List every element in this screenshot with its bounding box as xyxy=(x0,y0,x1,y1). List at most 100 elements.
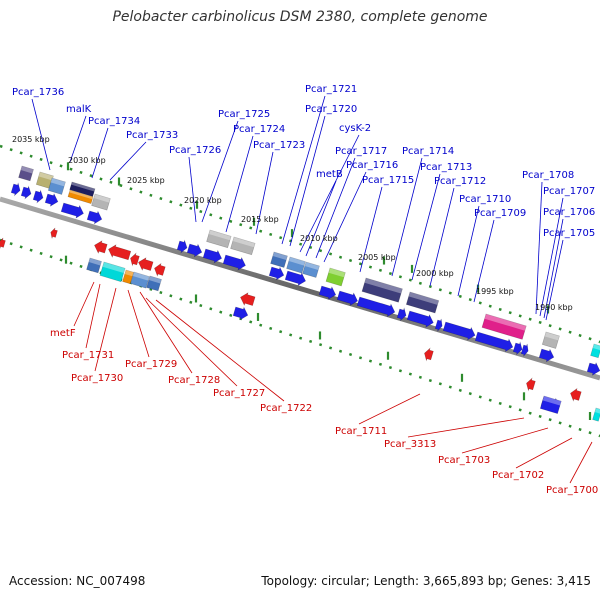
feature-box[interactable] xyxy=(122,269,135,285)
forward-gene-label[interactable]: Pcar_1709 xyxy=(474,208,526,219)
reverse-gene-label[interactable]: Pcar_3313 xyxy=(384,439,436,450)
reverse-gene-label[interactable]: Pcar_1711 xyxy=(335,426,387,437)
forward-gene-arrow[interactable] xyxy=(520,343,530,357)
reverse-gene-label[interactable]: Pcar_1702 xyxy=(492,470,544,481)
reverse-gene-arrow[interactable] xyxy=(525,377,536,392)
forward-gene-label[interactable]: Pcar_1715 xyxy=(362,175,414,186)
feature-box[interactable] xyxy=(230,236,256,256)
forward-gene-arrow[interactable] xyxy=(474,330,515,353)
feature-box[interactable] xyxy=(541,331,560,349)
forward-gene-arrow[interactable] xyxy=(538,347,556,363)
forward-gene-arrow[interactable] xyxy=(434,318,444,332)
reverse-gene-label[interactable]: metF xyxy=(50,328,76,339)
forward-gene-label[interactable]: malK xyxy=(66,104,92,115)
reverse-gene-arrow[interactable] xyxy=(423,347,434,362)
feature-box[interactable] xyxy=(592,407,600,422)
reverse-gene-label[interactable]: Pcar_1731 xyxy=(62,350,114,361)
forward-gene-label[interactable]: Pcar_1734 xyxy=(88,116,140,127)
scale-tick-label: 2005 kbp xyxy=(358,253,396,262)
feature-box[interactable] xyxy=(361,277,403,303)
forward-gene-arrow[interactable] xyxy=(318,284,338,301)
forward-gene-label[interactable]: Pcar_1724 xyxy=(233,124,285,135)
forward-gene-label[interactable]: cysK-2 xyxy=(339,123,371,134)
feature-box[interactable] xyxy=(146,275,162,292)
feature-box[interactable] xyxy=(539,395,562,414)
feature-box[interactable] xyxy=(302,261,320,278)
reverse-gene-label[interactable]: Pcar_1729 xyxy=(125,359,177,370)
leader-line xyxy=(139,291,193,374)
forward-gene-label[interactable]: Pcar_1720 xyxy=(305,104,357,115)
forward-gene-arrow[interactable] xyxy=(186,242,204,258)
forward-gene-label[interactable]: Pcar_1733 xyxy=(126,130,178,141)
forward-gene-label[interactable]: Pcar_1712 xyxy=(434,176,486,187)
forward-gene-arrow[interactable] xyxy=(336,289,360,307)
forward-gene-label[interactable]: Pcar_1713 xyxy=(420,162,472,173)
forward-gene-arrow[interactable] xyxy=(232,305,250,321)
reverse-gene-arrow[interactable] xyxy=(239,291,256,307)
forward-gene-arrow[interactable] xyxy=(512,341,524,356)
forward-gene-arrow[interactable] xyxy=(396,307,408,322)
forward-gene-label[interactable]: Pcar_1723 xyxy=(253,140,305,151)
reverse-gene-arrow[interactable] xyxy=(137,256,154,272)
forward-gene-label[interactable]: Pcar_1714 xyxy=(402,146,454,157)
forward-gene-label[interactable]: Pcar_1717 xyxy=(335,146,387,157)
feature-box[interactable] xyxy=(325,267,346,287)
reverse-gene-label[interactable]: Pcar_1730 xyxy=(71,373,123,384)
forward-gene-arrow[interactable] xyxy=(202,247,224,265)
feature-box[interactable] xyxy=(130,271,150,289)
feature-box[interactable] xyxy=(286,256,306,274)
forward-gene-arrow[interactable] xyxy=(442,320,477,342)
feature-box[interactable] xyxy=(69,181,96,197)
forward-gene-label[interactable]: Pcar_1706 xyxy=(543,207,595,218)
forward-gene-label[interactable]: Pcar_1721 xyxy=(305,84,357,95)
feature-box[interactable] xyxy=(86,257,102,274)
forward-gene-arrow[interactable] xyxy=(10,182,22,197)
forward-gene-arrow[interactable] xyxy=(44,192,60,208)
forward-gene-arrow[interactable] xyxy=(60,201,86,220)
leader-line xyxy=(155,299,285,402)
forward-gene-label[interactable]: Pcar_1710 xyxy=(459,194,511,205)
feature-box[interactable] xyxy=(590,343,600,359)
forward-gene-label[interactable]: Pcar_1726 xyxy=(169,145,221,156)
feature-box[interactable] xyxy=(99,261,126,283)
forward-gene-label[interactable]: Pcar_1708 xyxy=(522,170,574,181)
reverse-gene-arrow[interactable] xyxy=(107,243,132,262)
forward-gene-label[interactable]: Pcar_1736 xyxy=(12,87,64,98)
forward-gene-arrow[interactable] xyxy=(268,265,286,281)
reverse-gene-arrow[interactable] xyxy=(153,262,166,277)
reverse-gene-label[interactable]: Pcar_1722 xyxy=(260,403,312,414)
forward-gene-arrow[interactable] xyxy=(222,253,248,272)
reverse-gene-label[interactable]: Pcar_1727 xyxy=(213,388,265,399)
reverse-gene-label[interactable]: Pcar_1728 xyxy=(168,375,220,386)
forward-gene-arrow[interactable] xyxy=(284,269,308,287)
reverse-gene-arrow[interactable] xyxy=(49,227,58,239)
forward-gene-arrow[interactable] xyxy=(406,309,436,329)
scale-tick-label: 2000 kbp xyxy=(416,269,454,278)
reverse-gene-label[interactable]: Pcar_1703 xyxy=(438,455,490,466)
feature-box[interactable] xyxy=(405,291,440,314)
feature-box[interactable] xyxy=(91,193,111,211)
forward-gene-arrow[interactable] xyxy=(86,209,104,225)
feature-box[interactable] xyxy=(67,189,94,204)
forward-gene-arrow[interactable] xyxy=(32,189,45,204)
reverse-gene-label[interactable]: Pcar_1700 xyxy=(546,485,598,496)
feature-box[interactable] xyxy=(270,251,288,268)
forward-gene-label[interactable]: metB xyxy=(316,169,343,180)
feature-box[interactable] xyxy=(47,177,66,195)
forward-gene-arrow[interactable] xyxy=(176,239,189,254)
reverse-dot-track xyxy=(0,238,600,438)
forward-gene-label[interactable]: Pcar_1707 xyxy=(543,186,595,197)
reverse-gene-arrow[interactable] xyxy=(569,387,582,402)
forward-gene-label[interactable]: Pcar_1705 xyxy=(543,228,595,239)
forward-gene-arrow[interactable] xyxy=(356,295,397,318)
reverse-gene-arrow[interactable] xyxy=(129,252,140,267)
feature-box[interactable] xyxy=(18,165,34,182)
forward-gene-label[interactable]: Pcar_1716 xyxy=(346,160,398,171)
forward-gene-label[interactable]: Pcar_1725 xyxy=(218,109,270,120)
feature-box[interactable] xyxy=(481,313,527,340)
forward-gene-arrow[interactable] xyxy=(586,361,600,377)
reverse-gene-arrow[interactable] xyxy=(0,237,6,249)
feature-box[interactable] xyxy=(206,229,232,249)
reverse-gene-arrow[interactable] xyxy=(93,239,108,255)
forward-gene-arrow[interactable] xyxy=(20,185,33,200)
